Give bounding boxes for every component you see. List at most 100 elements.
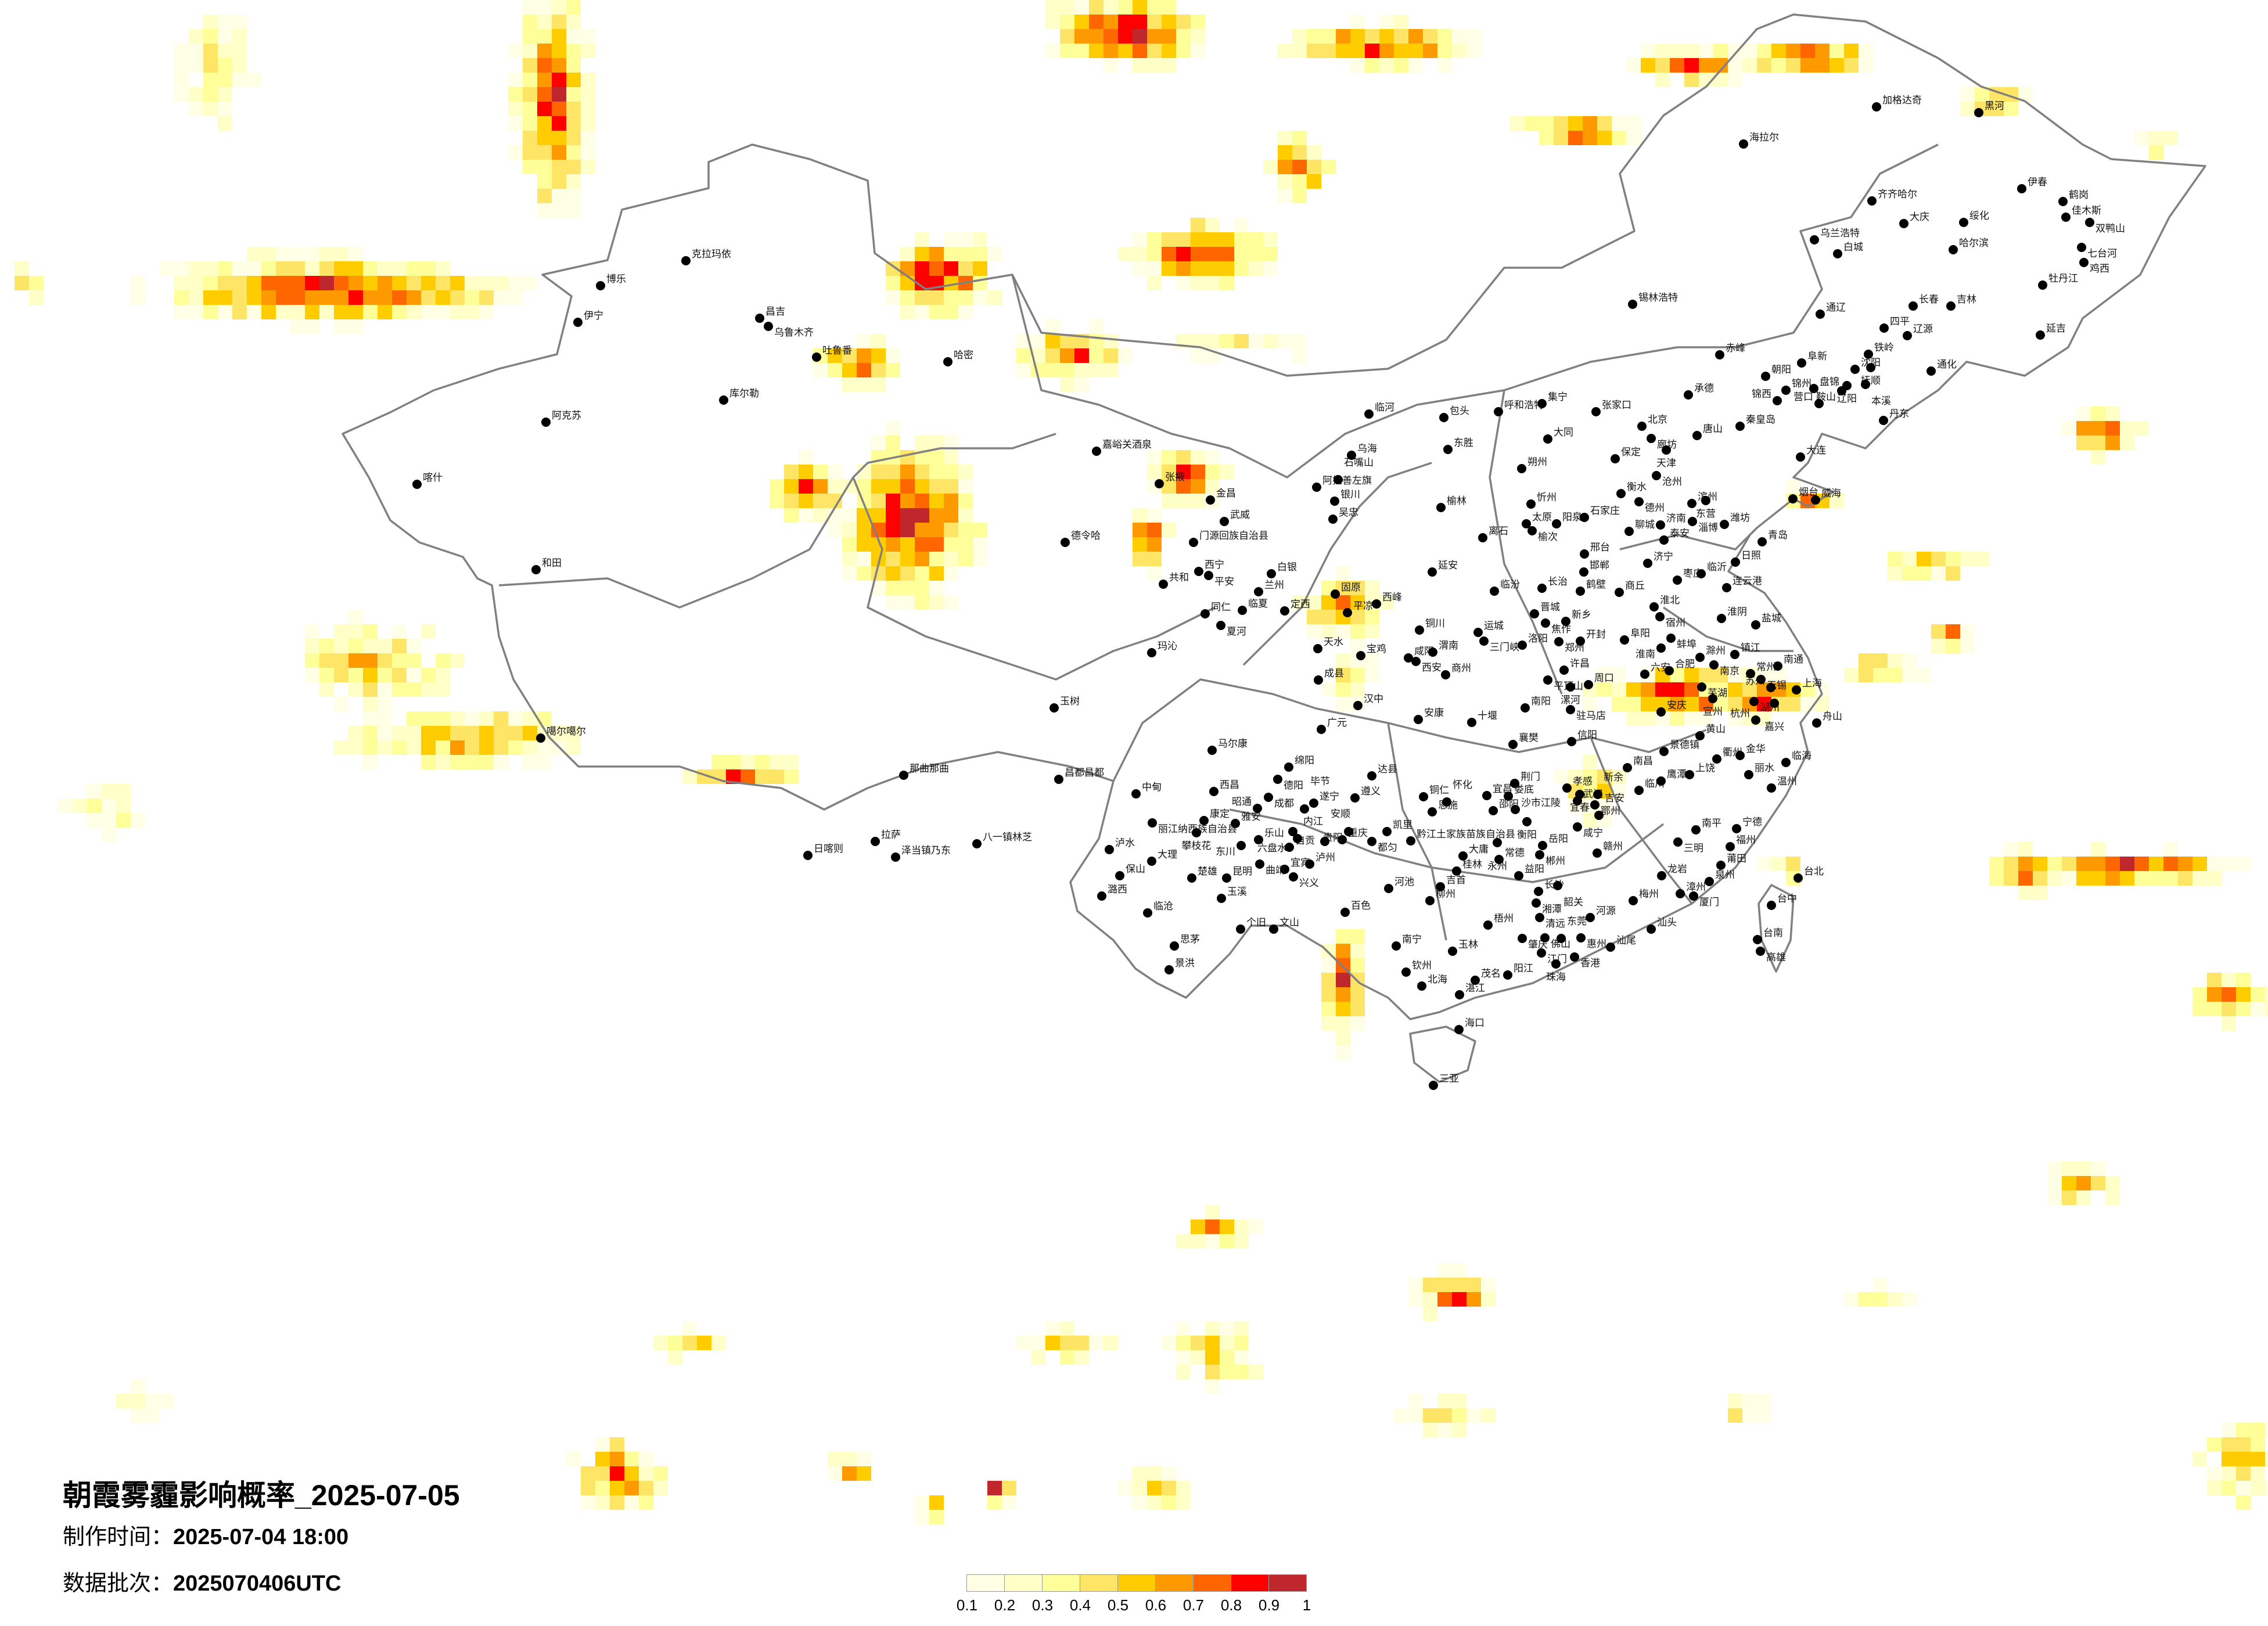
fog-cell xyxy=(915,290,929,305)
fog-cell xyxy=(537,145,552,160)
city-marker: 秦皇岛 xyxy=(1735,414,1775,431)
fog-cell xyxy=(2105,871,2120,886)
city-marker: 东莞 xyxy=(1557,916,1587,943)
city-label: 鹰潭 xyxy=(1667,769,1687,780)
city-marker: 乌海 xyxy=(1347,443,1377,460)
city-label: 淮南 xyxy=(1636,649,1655,660)
city-marker: 临沂 xyxy=(1696,562,1727,578)
fog-cell xyxy=(407,305,421,319)
fog-cell xyxy=(1133,508,1147,523)
fog-cell xyxy=(348,247,363,261)
fog-cell xyxy=(1437,1394,1452,1408)
fog-cell xyxy=(1147,58,1162,73)
fog-cell xyxy=(1176,465,1191,479)
city-dot xyxy=(1673,837,1683,847)
fog-cell xyxy=(1060,0,1074,15)
city-dot xyxy=(1482,791,1491,800)
city-marker: 库尔勒 xyxy=(719,388,759,405)
city-dot xyxy=(1730,650,1739,659)
legend-tick: 0.6 xyxy=(1145,1596,1167,1614)
city-marker: 苏州 xyxy=(1745,675,1775,692)
city-label: 离石 xyxy=(1489,526,1508,537)
fog-cell xyxy=(145,1408,160,1423)
city-dot xyxy=(1192,828,1201,837)
city-marker: 大理 xyxy=(1147,849,1177,866)
fog-cell xyxy=(1612,668,1626,682)
fog-cell xyxy=(450,276,465,290)
fog-cell xyxy=(915,552,929,566)
fog-cell xyxy=(87,813,102,828)
fog-cell xyxy=(305,247,319,261)
city-label: 定西 xyxy=(1291,599,1310,610)
fog-cell xyxy=(552,87,566,102)
city-label: 丽水 xyxy=(1755,762,1774,774)
fog-cell xyxy=(915,581,929,595)
city-dot xyxy=(1473,628,1483,637)
city-marker: 日喀则 xyxy=(803,843,843,860)
city-marker: 厦门 xyxy=(1689,891,1719,908)
city-marker: 金昌 xyxy=(1206,488,1236,505)
city-dot xyxy=(1209,787,1219,796)
fog-cell xyxy=(421,290,436,305)
city-label: 辽阳 xyxy=(1837,393,1857,405)
fog-cell xyxy=(828,479,842,494)
city-marker: 邯郸 xyxy=(1579,560,1609,577)
city-dot xyxy=(1254,835,1263,844)
fog-cell xyxy=(1350,639,1365,653)
city-label: 汉中 xyxy=(1364,693,1383,705)
city-dot xyxy=(1467,718,1476,727)
fog-cell xyxy=(1786,857,1800,871)
fog-cell xyxy=(1728,682,1742,697)
city-dot xyxy=(1220,517,1229,526)
fog-cell xyxy=(1205,334,1220,348)
city-label: 临河 xyxy=(1375,402,1394,413)
legend-swatch xyxy=(1193,1574,1231,1592)
city-marker: 辽阳 xyxy=(1837,381,1857,405)
city-label: 那曲那曲 xyxy=(910,763,949,775)
city-label: 天水 xyxy=(1324,636,1343,648)
fog-cell xyxy=(218,276,232,290)
fog-cell xyxy=(1089,319,1104,334)
city-dot xyxy=(681,256,691,265)
fog-cell xyxy=(2033,871,2047,886)
city-dot xyxy=(1770,699,1779,708)
city-marker: 信阳 xyxy=(1567,729,1597,746)
fog-cell xyxy=(1597,131,1612,145)
city-label: 共和 xyxy=(1169,572,1189,584)
fog-cell xyxy=(363,726,378,740)
fog-cell xyxy=(581,160,595,174)
fog-cell xyxy=(1133,29,1147,44)
fog-cell xyxy=(189,305,203,319)
fog-cell xyxy=(566,58,581,73)
fog-cell xyxy=(1162,232,1176,247)
fog-cell xyxy=(1162,0,1176,15)
fog-cell xyxy=(1394,1408,1408,1423)
fog-cell xyxy=(1162,261,1176,276)
fog-cell xyxy=(102,813,116,828)
fog-cell xyxy=(2149,145,2163,160)
fog-cell xyxy=(1859,58,1873,73)
city-label: 东莞 xyxy=(1567,916,1587,927)
city-dot xyxy=(1314,675,1323,685)
fog-cell xyxy=(581,1495,595,1510)
fog-cell xyxy=(2222,1016,2236,1031)
city-label: 固原 xyxy=(1341,582,1361,593)
city-label: 韶关 xyxy=(1563,897,1583,908)
fog-cell xyxy=(1641,58,1655,73)
city-marker: 宝鸡 xyxy=(1356,643,1386,660)
fog-cell xyxy=(523,116,537,131)
city-label: 西峰 xyxy=(1382,592,1402,603)
fog-cell xyxy=(87,784,102,798)
legend-tick: 0.7 xyxy=(1182,1596,1205,1614)
fog-cell xyxy=(1437,44,1452,58)
city-dot xyxy=(2085,218,2094,227)
fog-cell xyxy=(1147,552,1162,566)
city-dot xyxy=(1494,407,1503,416)
fog-cell xyxy=(2018,871,2033,886)
fog-cell xyxy=(2062,421,2076,436)
city-dot xyxy=(1573,822,1582,832)
fog-cell xyxy=(1089,29,1104,44)
legend-swatch xyxy=(1117,1574,1156,1592)
city-dot xyxy=(1722,583,1731,592)
city-dot xyxy=(1199,816,1209,825)
